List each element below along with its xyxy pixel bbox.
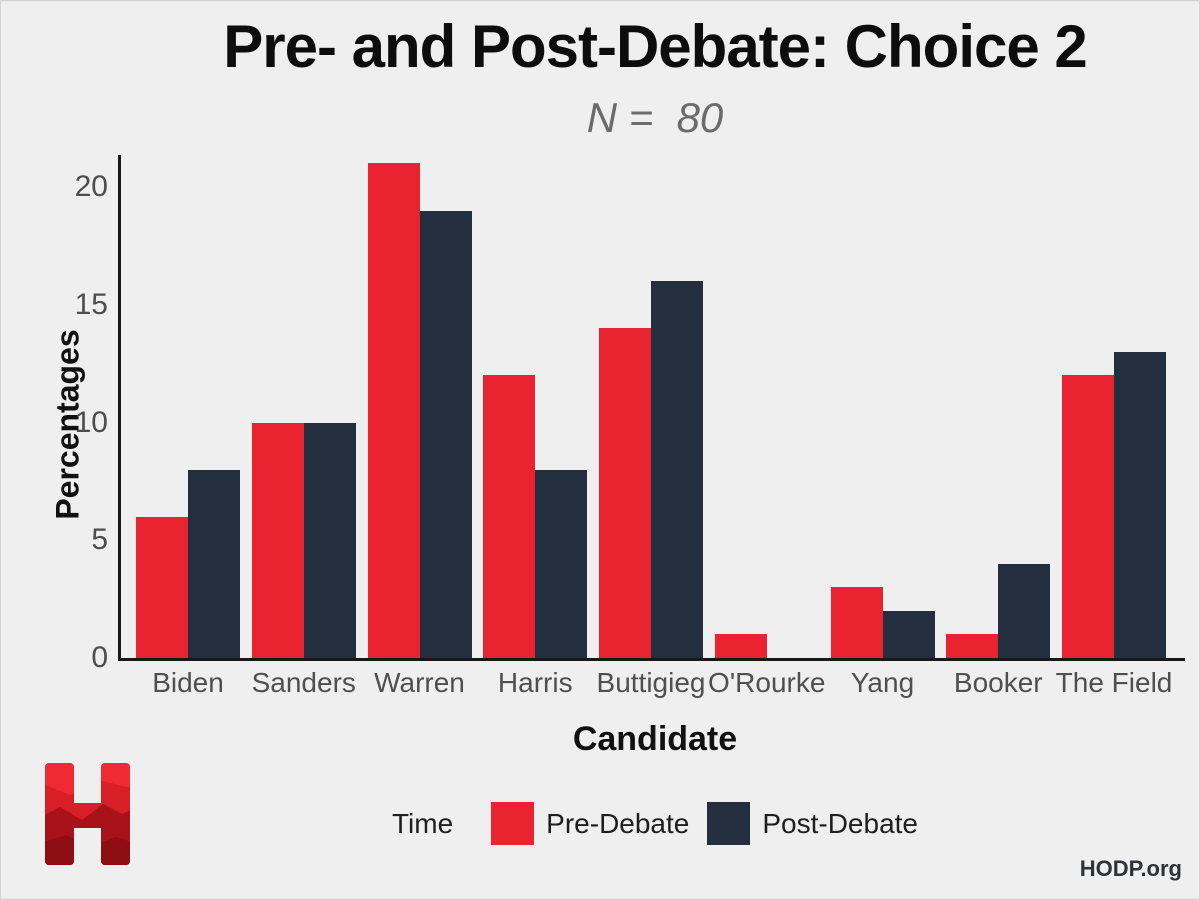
bar-post-debate-warren [419,210,472,658]
bar-pre-debate-warren [367,163,420,658]
x-axis-title: Candidate [572,720,738,758]
bar-post-debate-yang [882,610,935,658]
x-tick-label: Warren [374,667,465,698]
x-tick-label: Booker [953,667,1043,698]
x-tick-label: Harris [497,667,573,698]
bar-post-debate-harris [535,469,588,658]
y-axis-line [118,155,121,661]
legend-label: Pre-Debate [546,807,690,839]
x-tick-label: Sanders [251,667,356,698]
bar-pre-debate-o-rourke [714,634,767,658]
bar-post-debate-sanders [303,422,356,658]
bar-post-debate-biden [188,469,240,658]
x-tick-label: Biden [152,667,224,698]
bar-pre-debate-buttigieg [599,328,651,658]
hodp-logo-icon [45,763,130,865]
bar-pre-debate-booker [946,634,999,658]
bar-pre-debate-biden [136,516,188,658]
legend-item: Post-Debate [707,802,918,845]
bar-pre-debate-harris [483,375,536,658]
bar-pre-debate-yang [830,587,883,658]
bar-pre-debate-sanders [251,422,304,658]
bar-post-debate-booker [998,563,1051,658]
bar-pre-debate-the-field [1062,375,1114,658]
bar-post-debate-the-field [1114,351,1166,658]
y-tick-label: 10 [74,405,108,439]
x-tick-label: O'Rourke [708,667,826,698]
legend: Time Pre-Debate Post-Debate [110,802,1200,845]
y-tick-label: 0 [91,641,108,674]
bar-post-debate-buttigieg [651,281,703,658]
legend-label: Post-Debate [762,807,918,839]
legend-swatch-icon [707,802,751,845]
legend-item: Pre-Debate [491,802,689,845]
x-tick-label: Yang [850,667,915,698]
hodp-logo [40,761,135,872]
x-axis-line [118,658,1185,661]
chart-title: Pre- and Post-Debate: Choice 2 [223,13,1088,80]
legend-title: Time [391,807,454,839]
chart-subtitle: N = 80 [586,94,724,141]
plot-area [118,155,1185,661]
x-tick-label: Buttigieg [596,667,706,698]
y-tick-label: 15 [74,287,108,321]
y-tick-label: 20 [74,170,108,203]
x-tick-label: The Field [1055,667,1173,698]
brand-link: HODP.org [1079,856,1182,881]
legend-swatch-icon [491,802,535,845]
y-tick-label: 5 [91,523,108,557]
